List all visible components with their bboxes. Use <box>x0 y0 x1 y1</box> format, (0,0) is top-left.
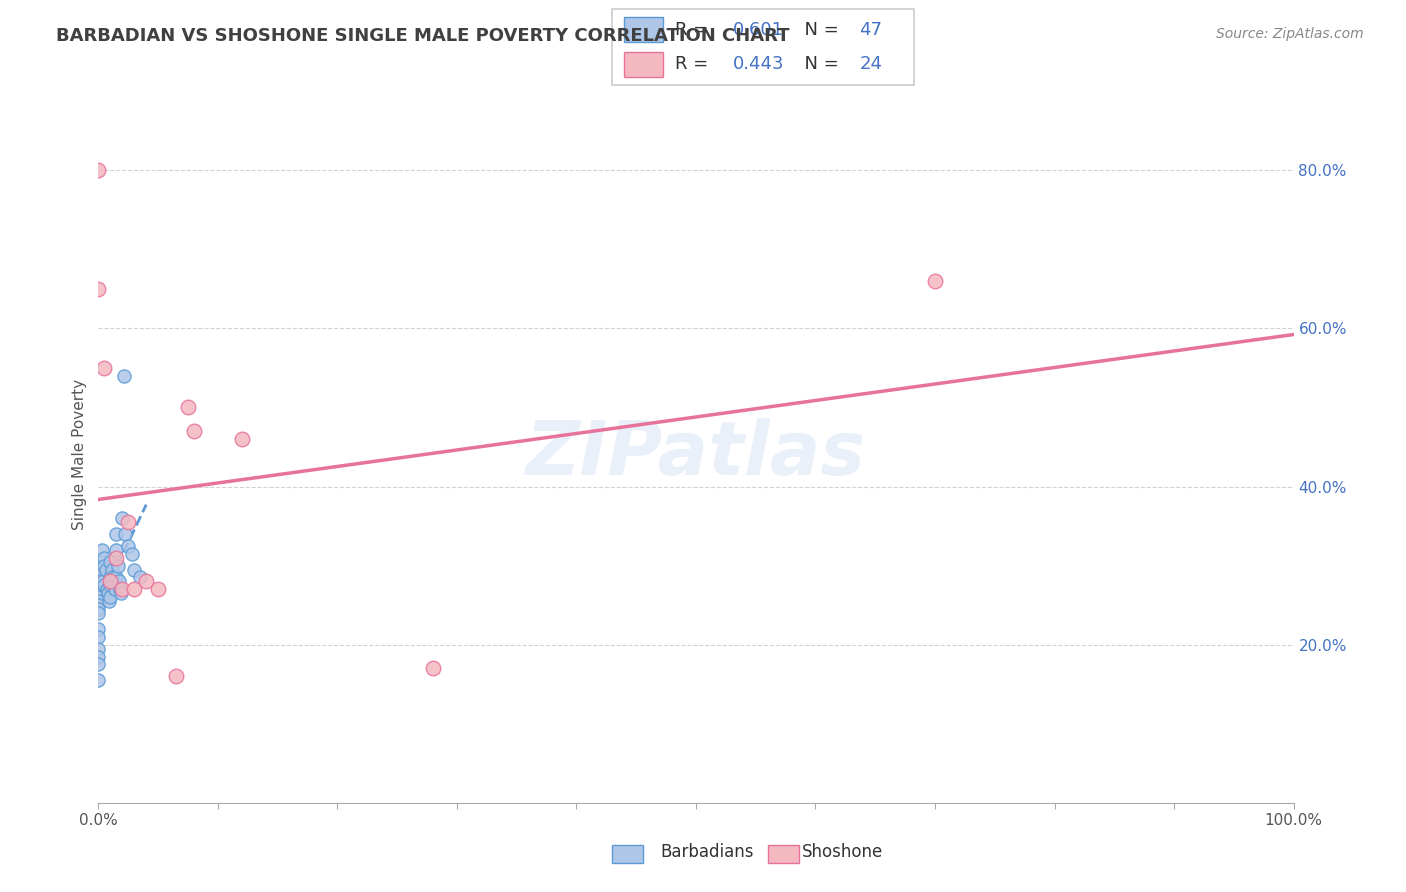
Point <box>94 563 117 577</box>
Point <box>105 542 128 557</box>
Point <box>114 527 136 541</box>
Point <box>107 558 129 573</box>
Point <box>165 669 187 683</box>
Point <box>87 598 110 612</box>
Point <box>100 563 122 577</box>
Point <box>121 547 143 561</box>
Point <box>103 578 125 592</box>
Text: R =: R = <box>675 21 714 39</box>
Point <box>98 574 122 589</box>
Text: ZIPatlas: ZIPatlas <box>526 418 866 491</box>
Point <box>87 582 110 597</box>
FancyBboxPatch shape <box>624 17 664 42</box>
Text: Source: ZipAtlas.com: Source: ZipAtlas.com <box>1216 27 1364 41</box>
Point <box>108 582 131 597</box>
Point <box>183 424 205 438</box>
Point <box>87 602 110 616</box>
Text: 0.601: 0.601 <box>733 21 783 39</box>
Point <box>87 657 110 672</box>
Point <box>422 661 444 675</box>
Point <box>129 570 152 584</box>
Text: N =: N = <box>793 55 845 73</box>
Text: N =: N = <box>793 21 845 39</box>
Point <box>177 401 200 415</box>
Point <box>87 163 110 178</box>
Point <box>93 558 115 573</box>
Point <box>87 586 110 600</box>
Point <box>105 550 128 565</box>
FancyBboxPatch shape <box>612 9 914 85</box>
Point <box>98 594 121 608</box>
Point <box>107 574 129 589</box>
Point <box>110 586 132 600</box>
Point <box>91 574 114 589</box>
Point <box>96 582 118 597</box>
Point <box>135 574 157 589</box>
Point <box>97 586 120 600</box>
Point <box>98 570 122 584</box>
Point <box>93 578 115 592</box>
Point <box>124 582 146 597</box>
Point <box>87 574 110 589</box>
Point <box>87 606 110 620</box>
Point <box>117 539 139 553</box>
Point <box>87 558 110 573</box>
Point <box>105 527 128 541</box>
Point <box>87 641 110 656</box>
Point <box>91 542 114 557</box>
Text: 47: 47 <box>859 21 883 39</box>
Point <box>148 582 170 597</box>
Point <box>87 673 110 688</box>
Point <box>87 282 110 296</box>
Point <box>98 555 122 569</box>
Point <box>87 594 110 608</box>
Point <box>117 515 139 529</box>
Point <box>124 563 146 577</box>
Point <box>93 360 115 375</box>
Text: Barbadians: Barbadians <box>661 843 755 861</box>
Point <box>101 570 124 584</box>
Text: BARBADIAN VS SHOSHONE SINGLE MALE POVERTY CORRELATION CHART: BARBADIAN VS SHOSHONE SINGLE MALE POVERT… <box>56 27 790 45</box>
Point <box>111 511 134 525</box>
Point <box>87 630 110 644</box>
Point <box>87 591 110 605</box>
Point <box>98 591 122 605</box>
Point <box>87 566 110 581</box>
Text: 24: 24 <box>859 55 883 73</box>
Point <box>924 274 946 288</box>
Text: Shoshone: Shoshone <box>801 843 883 861</box>
Point <box>104 582 127 597</box>
Point <box>87 622 110 636</box>
Point <box>93 550 115 565</box>
Text: R =: R = <box>675 55 714 73</box>
Point <box>112 368 135 383</box>
Point <box>98 578 122 592</box>
Point <box>231 432 253 446</box>
FancyBboxPatch shape <box>624 52 664 78</box>
Y-axis label: Single Male Poverty: Single Male Poverty <box>72 379 87 531</box>
Point <box>105 570 128 584</box>
Point <box>87 649 110 664</box>
Text: 0.443: 0.443 <box>733 55 785 73</box>
Point <box>111 582 134 597</box>
